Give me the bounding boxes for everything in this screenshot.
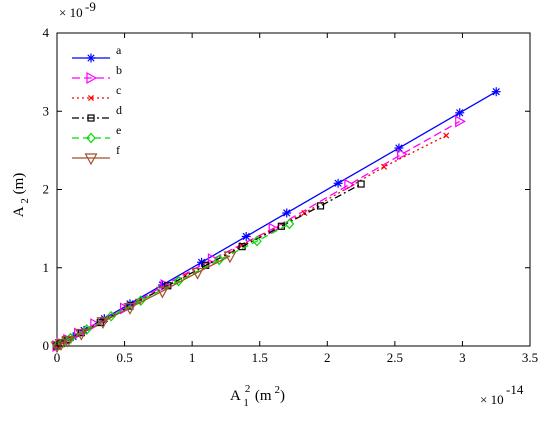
x-exponent-power: -14	[506, 382, 524, 397]
y-tick-label: 4	[43, 25, 50, 40]
legend-marker-b	[86, 71, 98, 85]
y-tick-label: 2	[43, 182, 50, 197]
data-point-d	[316, 202, 325, 210]
series-layer	[50, 87, 501, 354]
data-point-e	[106, 310, 116, 322]
data-point-d	[357, 180, 365, 188]
x-tick-label: 1	[189, 350, 196, 365]
series-f	[50, 251, 237, 354]
legend-label-b: b	[116, 63, 122, 77]
y-exponent-power: -9	[85, 0, 96, 14]
legend-marker-f	[84, 153, 98, 166]
x-tick-label: 2	[324, 350, 331, 365]
data-point-b	[455, 115, 466, 128]
data-point-a	[241, 231, 251, 241]
legend-label-f: f	[116, 143, 120, 157]
legend-label-a: a	[116, 43, 122, 57]
legend-marker-c	[87, 94, 95, 102]
x-axis-label: A 2 1 (m 2)	[230, 383, 285, 409]
data-point-e	[173, 275, 184, 287]
data-point-b	[344, 178, 356, 191]
x-tick-label: 1.5	[252, 350, 268, 365]
y-tick-label: 1	[43, 260, 50, 275]
data-point-c	[443, 132, 450, 139]
data-point-f	[61, 335, 75, 348]
x-tick-label: 0.5	[116, 350, 132, 365]
data-point-e	[252, 235, 262, 247]
y-tick-label: 3	[43, 103, 50, 118]
data-point-a	[394, 143, 404, 153]
data-point-e	[135, 295, 146, 307]
y-tick-label: 0	[43, 338, 50, 353]
data-point-b	[397, 148, 408, 161]
data-point-f	[155, 286, 169, 299]
data-point-f	[191, 267, 205, 280]
x-tick-label: 3	[459, 350, 466, 365]
data-point-a	[491, 87, 501, 97]
y-exponent-label: × 10	[59, 5, 83, 20]
data-point-a	[282, 208, 292, 218]
data-point-a	[333, 178, 343, 188]
data-point-d	[96, 318, 104, 327]
legend-label-c: c	[116, 83, 121, 97]
x-exponent-label: × 10	[480, 392, 504, 407]
x-tick-label: 0	[54, 350, 61, 365]
series-line-f	[56, 255, 231, 347]
data-point-f	[54, 339, 68, 351]
series-line-e	[56, 223, 290, 347]
legend-label-d: d	[116, 103, 122, 117]
data-point-c	[381, 163, 388, 170]
data-point-a	[197, 257, 207, 267]
legend-marker-a	[86, 53, 96, 63]
data-point-c	[301, 209, 308, 216]
data-point-f	[223, 251, 237, 264]
plot-frame	[56, 32, 531, 347]
series-line-b	[56, 120, 461, 347]
plot-area	[56, 32, 531, 347]
data-point-b	[207, 253, 219, 266]
data-point-f	[74, 328, 88, 341]
data-point-f	[123, 303, 137, 315]
data-point-e	[284, 218, 295, 230]
legend-marker-d	[87, 114, 95, 122]
y-axis-label: A 2 (m)	[11, 173, 31, 218]
data-point-b	[268, 222, 280, 235]
data-point-e	[81, 324, 92, 335]
data-point-a	[455, 108, 465, 118]
data-point-f	[96, 317, 110, 329]
legend-label-e: e	[116, 123, 121, 137]
x-tick-label: 2.5	[387, 350, 403, 365]
legend-marker-e	[86, 132, 96, 144]
data-point-e	[214, 254, 224, 266]
series-line-c	[56, 134, 447, 347]
x-tick-label: 3.5	[522, 350, 538, 365]
